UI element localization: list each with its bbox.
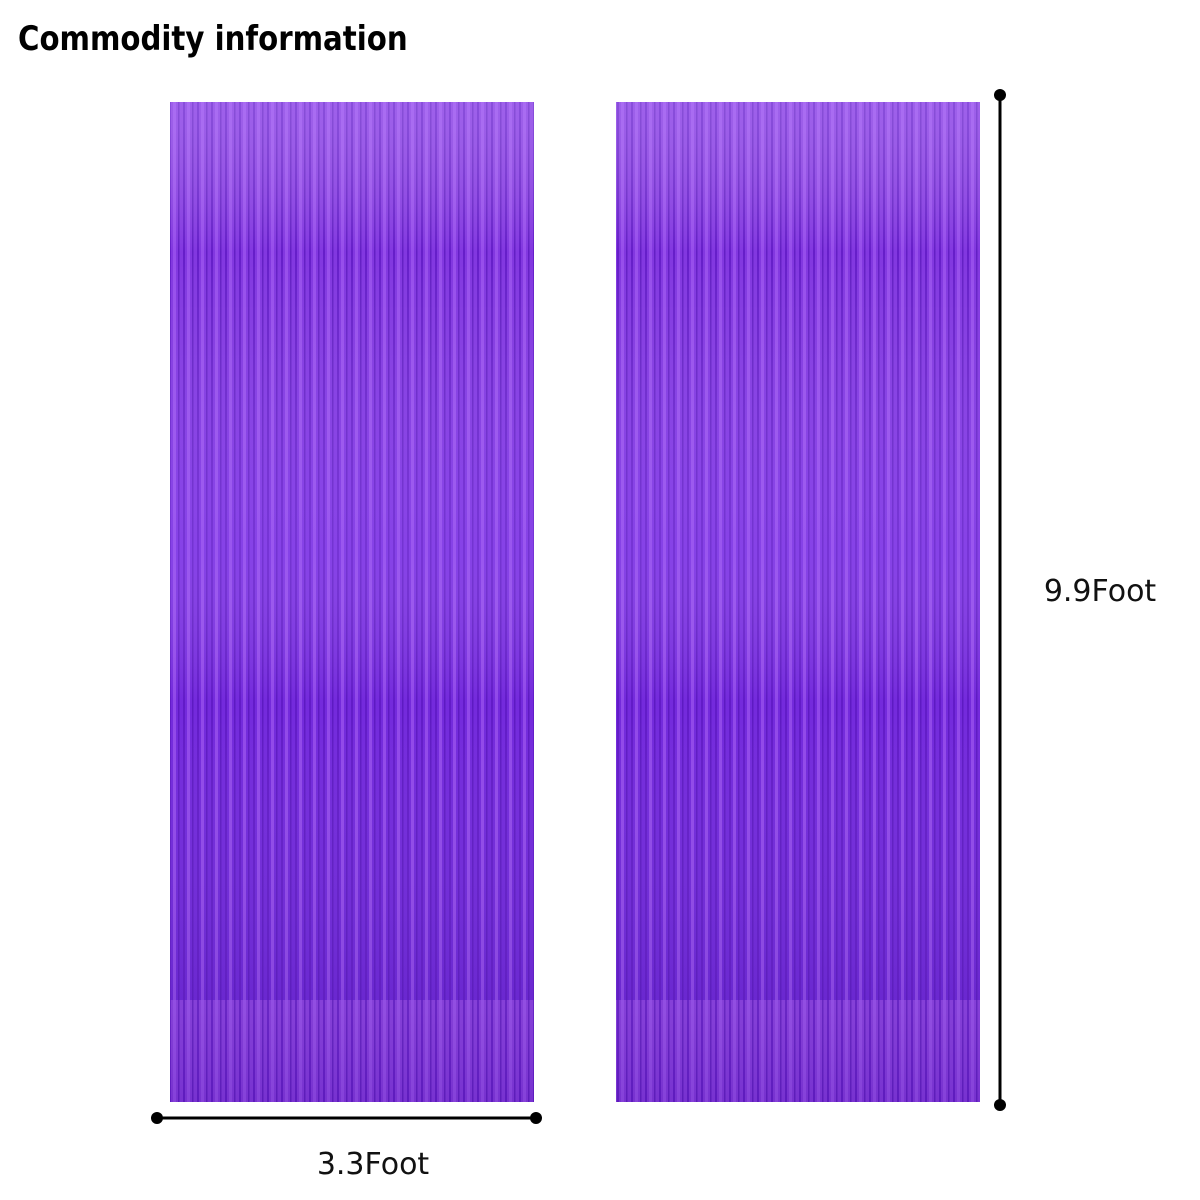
curtain [170,102,534,1102]
curtain [616,102,980,1102]
height-dimension [994,89,1006,1111]
title: Commodity information [18,20,408,59]
width-dimension [151,1112,542,1124]
width-label: 3.3Foot [317,1147,430,1182]
height-label: 9.9Foot [1044,574,1157,609]
